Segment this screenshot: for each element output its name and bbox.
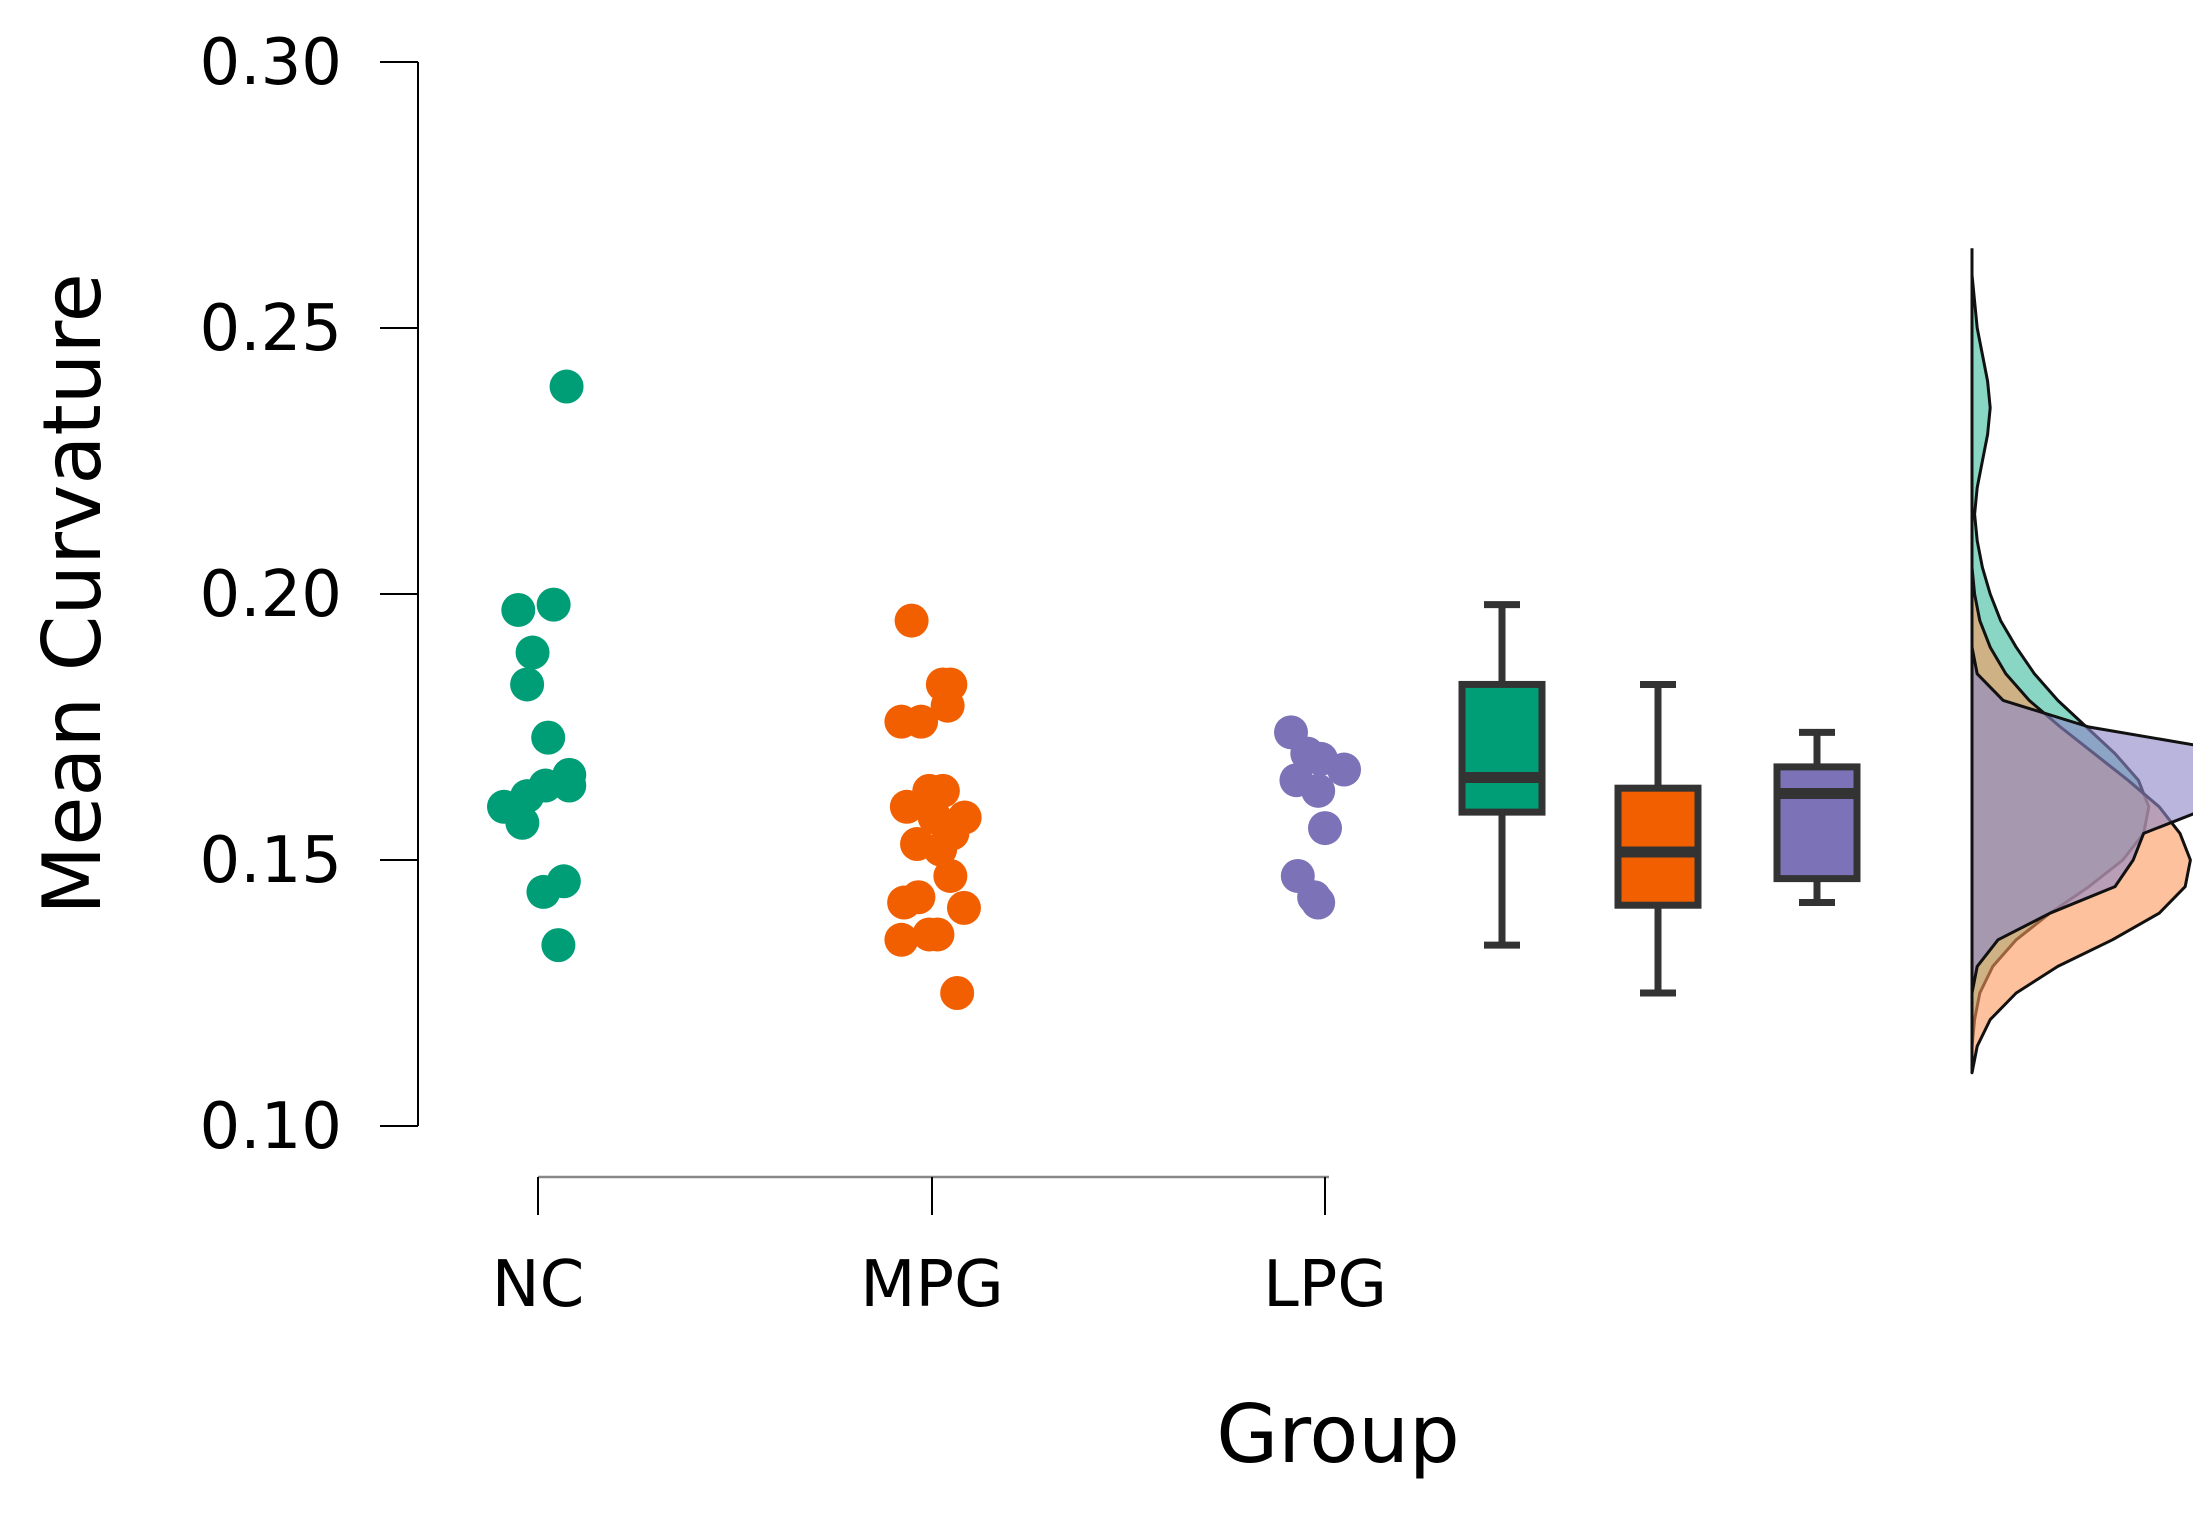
x-axis: NC MPG LPG [492,1175,1387,1322]
box-iqr [1458,680,1546,816]
data-point-nc [526,874,561,909]
box-plot-mpg [1614,680,1702,997]
jitter-points [487,369,1362,1010]
data-point-mpg [894,603,929,638]
x-tick-label: MPG [860,1248,1003,1322]
y-ticks: 0.10 0.15 0.20 0.25 0.30 [200,26,418,1164]
box-plots [1458,601,1861,997]
box-plot-nc [1458,601,1546,949]
x-axis-title: Group [1216,1388,1460,1481]
density-lpg [1970,645,2193,995]
data-point-mpg [933,858,968,893]
data-point-nc [552,768,587,803]
data-point-nc [510,667,545,702]
y-tick-label: 0.25 [200,292,343,366]
box-iqr [1773,763,1861,883]
x-tick-label: NC [492,1248,585,1322]
data-point-mpg [925,773,960,808]
data-point-nc [505,805,540,840]
data-point-mpg [901,880,936,915]
y-tick-label: 0.15 [200,824,343,898]
y-tick-label: 0.10 [200,1090,343,1164]
data-point-lpg [1301,773,1336,808]
data-point-nc [501,592,536,627]
data-point-mpg [920,917,955,952]
y-tick-label: 0.30 [200,26,343,100]
density-curves [1970,248,2193,1075]
box-plot-lpg [1773,728,1861,907]
data-point-lpg [1301,885,1336,920]
data-point-mpg [930,688,965,723]
x-ticks: NC MPG LPG [492,1177,1387,1322]
data-point-mpg [940,976,975,1010]
data-point-nc [549,369,584,404]
data-point-nc [541,928,576,963]
data-point-mpg [904,704,939,739]
data-point-nc [531,720,566,755]
data-point-nc [536,587,571,622]
data-point-nc [515,635,550,670]
data-point-mpg [889,789,924,824]
data-point-mpg [923,832,958,867]
y-tick-label: 0.20 [200,558,343,632]
data-point-mpg [884,922,919,957]
y-axis: 0.10 0.15 0.20 0.25 0.30 [200,26,419,1164]
y-axis-title: Mean Curvature [26,273,119,915]
x-tick-label: LPG [1263,1248,1387,1322]
data-point-lpg [1308,811,1342,846]
data-point-lpg [1327,752,1362,787]
data-point-mpg [946,890,981,925]
